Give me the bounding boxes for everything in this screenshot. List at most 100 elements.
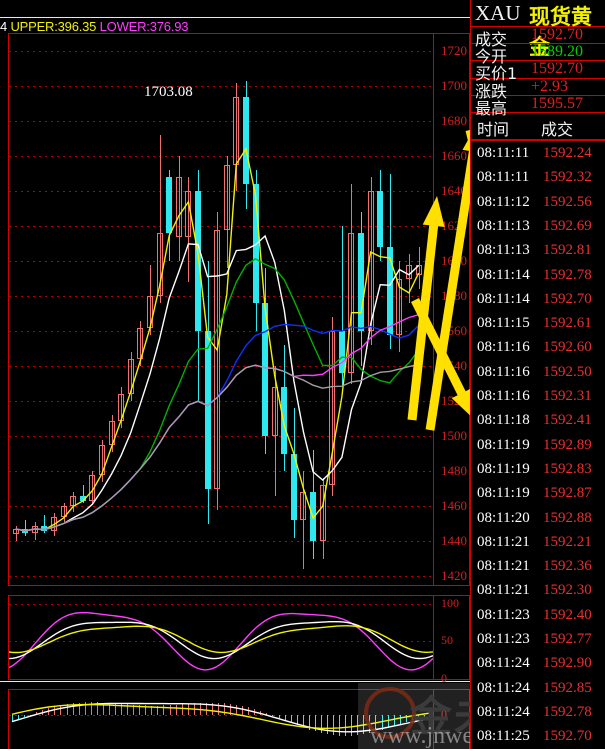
quote-row-value: 1592.70 (531, 60, 583, 78)
quote-row-label: 涨跌 (475, 81, 508, 101)
price-gridline (9, 366, 433, 368)
tick-row[interactable]: 08:11:24 1592.90 (471, 651, 605, 678)
price-y-tick: 1420 (441, 568, 467, 584)
kdj-y-tick: 50 (441, 633, 453, 648)
quote-panel: XAU 现货黄金 成交 1592.70 今开 1589.20 买价1 1592.70 涨跌 +… (470, 0, 605, 749)
candle-wick (73, 492, 74, 512)
candle-wick (351, 184, 352, 384)
macd-histogram-bar (73, 703, 74, 715)
tick-time: 08:11:19 (477, 436, 530, 453)
candle-wick (227, 156, 228, 269)
tick-row[interactable]: 08:11:24 1592.78 (471, 700, 605, 727)
candle-body (320, 485, 326, 542)
macd-histogram-bar (36, 712, 37, 715)
tick-row[interactable]: 08:11:13 1592.81 (471, 238, 605, 265)
tick-list-header: 时间 成交 (471, 113, 605, 141)
macd-histogram-bar (115, 703, 116, 715)
tick-row[interactable]: 08:11:16 1592.31 (471, 384, 605, 411)
tick-time: 08:11:13 (477, 242, 530, 259)
tick-row[interactable]: 08:11:13 1592.69 (471, 214, 605, 241)
price-y-tick: 1700 (441, 78, 467, 94)
macd-histogram-bar (279, 714, 280, 718)
tick-row[interactable]: 08:11:21 1592.30 (471, 578, 605, 605)
macd-plot[interactable] (9, 690, 433, 749)
candle-body (166, 177, 172, 234)
tick-time: 08:11:24 (477, 679, 530, 696)
macd-histogram-bar (145, 705, 146, 715)
tick-row[interactable]: 08:11:14 1592.78 (471, 263, 605, 290)
tick-row[interactable]: 08:11:21 1592.36 (471, 554, 605, 581)
tick-row[interactable]: 08:11:19 1592.83 (471, 457, 605, 484)
macd-histogram-bar (430, 714, 431, 716)
macd-histogram-bar (67, 704, 68, 715)
tick-time: 08:11:19 (477, 485, 530, 502)
tick-row[interactable]: 08:11:19 1592.87 (471, 481, 605, 508)
tick-row[interactable]: 08:11:19 1592.89 (471, 433, 605, 460)
tick-row[interactable]: 08:11:24 1592.85 (471, 676, 605, 703)
candle-body (157, 233, 163, 297)
tick-time: 08:11:13 (477, 217, 530, 234)
tick-time: 08:11:21 (477, 533, 530, 550)
quote-title-row[interactable]: XAU 现货黄金 (471, 0, 605, 59)
candle-body (195, 191, 201, 332)
candle-wick (160, 135, 161, 304)
tick-time: 08:11:11 (477, 169, 530, 186)
kdj-axis-line (433, 595, 434, 680)
quote-row-value: 1595.57 (531, 94, 583, 112)
quote-row-4: 最高 1595.57 (471, 94, 605, 118)
price-axis-line (433, 33, 434, 586)
quote-row-value: +2.93 (531, 77, 569, 95)
candle-body (243, 96, 249, 185)
candle-body (272, 387, 278, 437)
macd-histogram-bar (121, 703, 122, 715)
moving-average-lines (15, 147, 420, 532)
macd-histogram-bar (151, 705, 152, 715)
tick-row[interactable]: 08:11:20 1592.88 (471, 506, 605, 533)
candle-wick (131, 352, 132, 402)
tick-time: 08:11:20 (477, 509, 530, 526)
tick-row[interactable]: 08:11:11 1592.24 (471, 141, 605, 168)
candle-wick (140, 320, 141, 367)
tick-row[interactable]: 08:11:18 1592.41 (471, 408, 605, 435)
macd-histogram-bar (97, 702, 98, 715)
tick-price: 1592.41 (543, 412, 592, 429)
quote-row-label: 成交 (475, 30, 508, 49)
tick-price: 1592.56 (543, 193, 592, 210)
price-y-tick: 1660 (441, 148, 467, 164)
tick-row[interactable]: 08:11:21 1592.21 (471, 530, 605, 557)
tick-time: 08:11:16 (477, 363, 530, 380)
tick-row[interactable]: 08:11:25 1592.70 (471, 724, 605, 749)
tick-row[interactable]: 08:11:23 1592.40 (471, 603, 605, 630)
tick-price: 1592.89 (543, 436, 592, 453)
quote-row-3: 涨跌 +2.93 (471, 77, 605, 101)
tick-row[interactable]: 08:11:11 1592.32 (471, 165, 605, 192)
tick-row[interactable]: 08:11:16 1592.50 (471, 360, 605, 387)
tick-row[interactable]: 08:11:12 1592.56 (471, 190, 605, 217)
quote-name: 现货黄金 (529, 5, 592, 59)
macd-histogram-bar (345, 714, 346, 736)
macd-histogram-bar (157, 705, 158, 715)
tick-row[interactable]: 08:11:16 1592.60 (471, 335, 605, 362)
macd-histogram-bar (242, 705, 243, 715)
macd-histogram-bar (418, 714, 419, 719)
tick-price: 1592.31 (543, 388, 592, 404)
tick-row[interactable]: 08:11:23 1592.77 (471, 627, 605, 654)
price-y-tick: 1440 (441, 533, 467, 549)
price-gridline (9, 296, 433, 298)
quote-row-2: 买价1 1592.70 (471, 60, 605, 83)
candle-wick (409, 254, 410, 304)
macd-histogram-bar (218, 702, 219, 715)
tick-row[interactable]: 08:11:15 1592.61 (471, 311, 605, 338)
macd-histogram-bar (163, 705, 164, 715)
macd-histogram-bar (206, 702, 207, 715)
quote-row-label: 今开 (475, 47, 508, 67)
bollinger-lower-label: LOWER:376.93 (99, 19, 189, 34)
macd-histogram-bar (24, 714, 25, 718)
tick-row[interactable]: 08:11:14 1592.70 (471, 287, 605, 314)
price-plot[interactable] (9, 34, 433, 585)
quote-row-label: 买价1 (475, 64, 518, 84)
candle-body (176, 177, 182, 237)
kdj-plot[interactable] (9, 596, 433, 679)
price-y-tick: 1460 (441, 498, 467, 514)
tick-time: 08:11:23 (477, 631, 530, 647)
